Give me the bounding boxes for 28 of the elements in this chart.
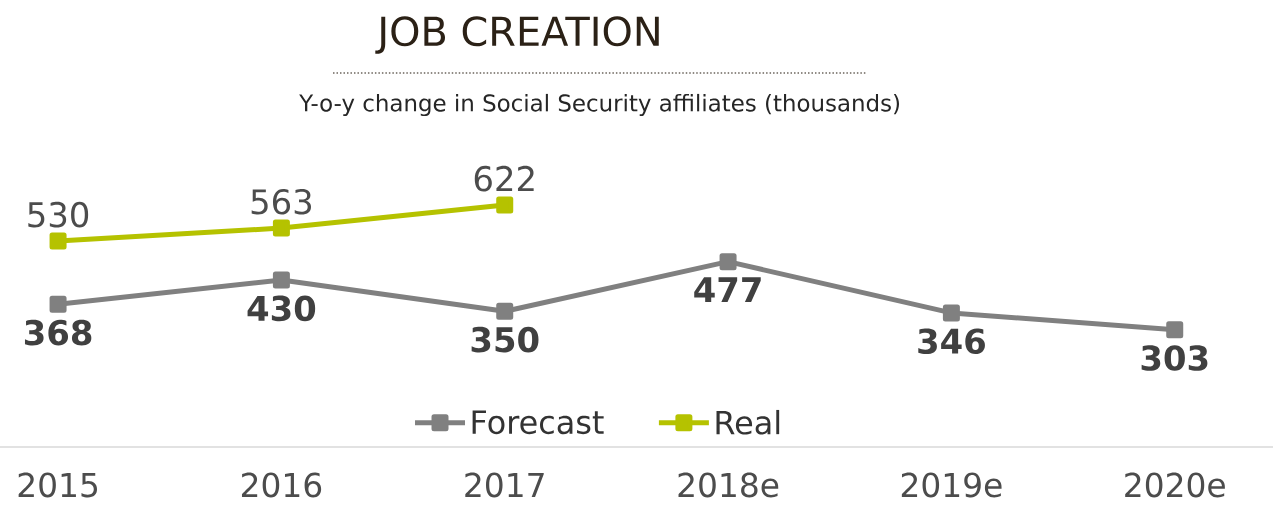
data-label: 368 <box>24 319 92 346</box>
legend-label: Real <box>716 409 780 435</box>
point <box>49 295 67 313</box>
x-tick-label: 2015 <box>18 472 98 498</box>
point <box>496 196 514 214</box>
data-label: 530 <box>28 201 89 228</box>
point <box>49 232 67 250</box>
point <box>496 302 514 320</box>
data-label: 430 <box>247 295 316 322</box>
point <box>1166 321 1184 339</box>
point <box>719 253 737 271</box>
data-label: 622 <box>474 165 534 192</box>
data-label: 477 <box>694 277 761 302</box>
data-label: 563 <box>251 188 311 215</box>
data-label: 303 <box>1141 345 1208 371</box>
x-tick-label: 2019e <box>901 472 1002 498</box>
chart-subtitle: Y-o-y change in Social Security affiliates (thousands) <box>299 93 899 117</box>
x-tick-label: 2020e <box>1125 472 1225 498</box>
point <box>272 219 290 237</box>
chart-title: JOB CREATION <box>375 16 659 54</box>
x-tick-label: 2018e <box>678 472 779 498</box>
x-tick-label: 2017 <box>465 472 544 498</box>
data-label: 346 <box>918 328 985 355</box>
legend-label: Forecast <box>472 410 604 435</box>
point <box>272 271 290 289</box>
point <box>942 304 960 322</box>
data-label: 350 <box>471 326 539 353</box>
x-tick-label: 2016 <box>241 472 322 498</box>
